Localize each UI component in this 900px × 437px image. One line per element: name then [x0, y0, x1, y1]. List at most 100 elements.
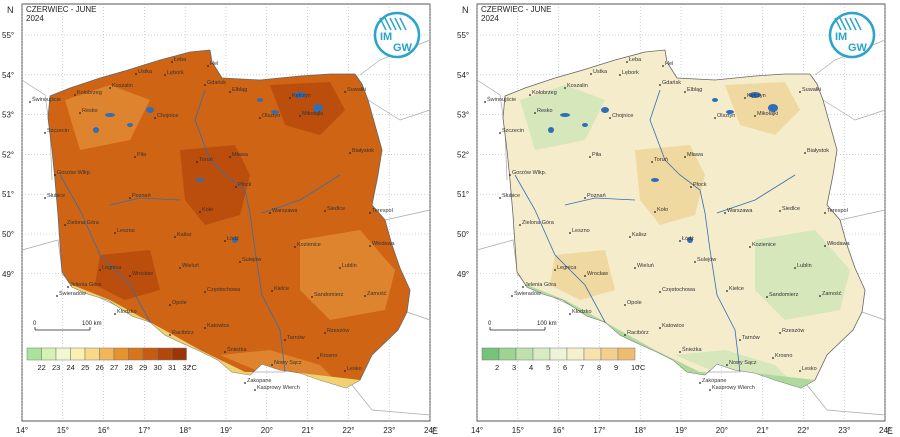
logo-ring — [828, 11, 876, 59]
temperature-map: Hel Łeba Lębork Ustka Gdańsk Elbląg Kętrzyn Suw… — [2, 3, 438, 436]
city-dot — [129, 197, 131, 199]
city-dot — [204, 327, 206, 329]
longitude-label: 22° — [342, 426, 354, 435]
latitude-label: 51° — [2, 190, 14, 199]
river — [109, 197, 181, 206]
legend-value: 25 — [81, 363, 89, 372]
city-dot — [754, 115, 756, 117]
city-label: Resko — [537, 108, 553, 114]
neighbor-border — [367, 99, 431, 121]
longitude-label: 16° — [98, 426, 110, 435]
city-dot — [590, 73, 592, 75]
city-label: Koło — [657, 207, 668, 213]
city-label: Opole — [172, 300, 187, 306]
logo-text-1: IM — [835, 31, 847, 43]
latitude-label: 53° — [2, 111, 14, 120]
north-letter: N — [462, 5, 469, 15]
east-letter: E — [432, 426, 438, 436]
city-label: Leszno — [572, 228, 590, 234]
city-dot — [569, 232, 571, 234]
city-dot — [29, 101, 31, 103]
lake — [582, 123, 588, 127]
temperature-patch — [755, 230, 850, 320]
city-label: Gdańsk — [662, 80, 681, 86]
city-dot — [369, 245, 371, 247]
city-label: Nowy Sącz — [274, 360, 302, 366]
city-label: Gorzów Wlkp. — [57, 170, 92, 176]
city-dot — [484, 101, 486, 103]
legend-swatch — [566, 347, 585, 361]
lake — [560, 113, 570, 117]
logo-stripe — [854, 17, 862, 31]
city-dot — [694, 261, 696, 263]
city-dot — [509, 174, 511, 176]
city-dot — [134, 156, 136, 158]
city-label: Włodawa — [372, 241, 396, 247]
city-label: Szczecin — [502, 128, 524, 134]
city-dot — [684, 156, 686, 158]
legend-swatch — [481, 347, 500, 361]
logo-stripe — [844, 17, 852, 31]
city-label: Koszalin — [112, 83, 133, 89]
city-dot — [179, 267, 181, 269]
city-label: Legnica — [102, 265, 122, 271]
latitude-label: 52° — [2, 150, 14, 159]
city-dot — [584, 275, 586, 277]
city-label: Olsztyn — [717, 113, 735, 119]
longitude-label: 23° — [383, 426, 395, 435]
longitude-label: 23° — [838, 426, 850, 435]
neighbor-border — [21, 79, 53, 181]
city-label: Gdańsk — [207, 80, 226, 86]
city-dot — [659, 291, 661, 293]
city-label: Suwałki — [802, 87, 821, 93]
city-label: Chojnice — [612, 113, 633, 119]
city-dot — [766, 296, 768, 298]
city-dot — [199, 211, 201, 213]
city-dot — [344, 91, 346, 93]
city-dot — [67, 286, 69, 288]
city-label: Ustka — [138, 69, 153, 75]
city-dot — [519, 224, 521, 226]
city-label: Mława — [232, 152, 249, 158]
city-label: Kasprowy Wierch — [712, 385, 755, 391]
lake — [232, 237, 238, 243]
logo-stripe — [839, 17, 847, 31]
temperature-patch — [270, 82, 345, 135]
city-label: Hel — [665, 61, 673, 67]
temperature-patch — [65, 85, 150, 150]
logo-stripe — [379, 17, 387, 31]
city-label: Toruń — [199, 157, 213, 163]
city-dot — [204, 291, 206, 293]
city-label: Kętrzyn — [292, 93, 311, 99]
longitude-label: 14° — [471, 426, 483, 435]
city-label: Kołobrzeg — [77, 90, 102, 96]
city-label: Mława — [687, 152, 704, 158]
city-dot — [499, 132, 501, 134]
legend-value: 28 — [125, 363, 133, 372]
longitude-label: 16° — [553, 426, 565, 435]
city-dot — [772, 357, 774, 359]
city-dot — [744, 97, 746, 99]
city-label: Kielce — [729, 286, 744, 292]
city-label: Leszno — [117, 228, 135, 234]
city-dot — [269, 212, 271, 214]
city-label: Sandomierz — [769, 292, 799, 298]
lake — [196, 178, 204, 182]
city-label: Wrocław — [587, 271, 608, 277]
legend-value: 32 — [183, 363, 191, 372]
legend-swatch — [26, 347, 42, 361]
city-dot — [339, 267, 341, 269]
color-legend: 22 23 24 25 26 27 28 29 30 31 32°C — [26, 347, 197, 372]
temperature-patch — [520, 85, 605, 150]
river — [649, 89, 741, 373]
neighbor-border — [861, 311, 886, 321]
lake — [257, 98, 263, 102]
city-dot — [589, 156, 591, 158]
city-label: Hel — [210, 61, 218, 67]
city-label: Zakopane — [247, 378, 271, 384]
city-label: Chojnice — [157, 113, 178, 119]
city-label: Zakopane — [702, 378, 726, 384]
longitude-label: 18° — [634, 426, 646, 435]
legend-value: 30 — [154, 363, 162, 372]
city-dot — [259, 117, 261, 119]
